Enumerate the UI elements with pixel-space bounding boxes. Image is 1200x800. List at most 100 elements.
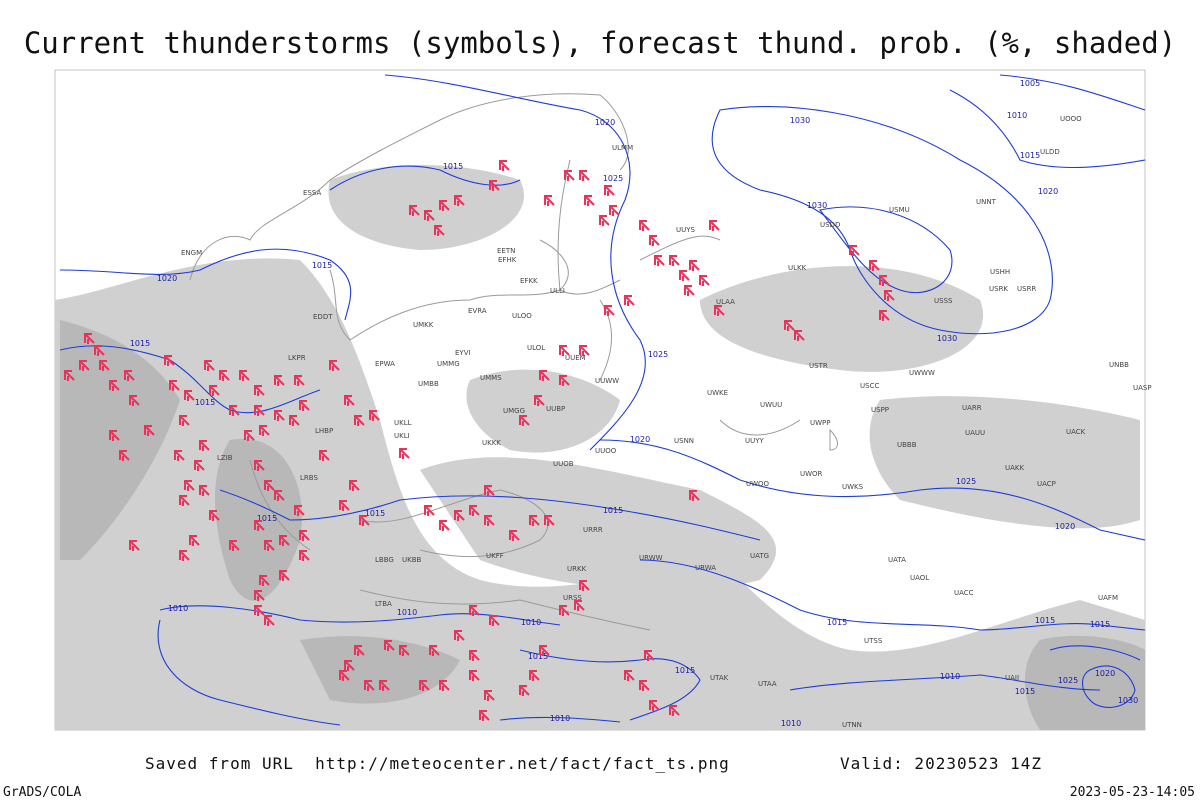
thunderstorm-symbol	[484, 485, 495, 496]
thunderstorm-symbol	[384, 640, 395, 651]
station-label: EPWA	[375, 360, 395, 368]
station-label: ULMM	[612, 144, 633, 152]
thunderstorm-symbol	[469, 505, 480, 516]
station-label: UASP	[1133, 384, 1152, 392]
thunderstorm-symbol	[279, 535, 290, 546]
thunderstorm-symbol	[64, 370, 75, 381]
thunderstorm-symbol	[199, 440, 210, 451]
station-label: UARR	[962, 404, 982, 412]
isobar-label: 1025	[956, 477, 976, 486]
thunderstorm-symbol	[669, 255, 680, 266]
station-label: ULAA	[716, 298, 735, 306]
title: Current thunderstorms (symbols), forecas…	[24, 26, 1176, 60]
station-label: URKK	[567, 565, 587, 573]
thunderstorm-symbol	[254, 385, 265, 396]
station-label: UUWW	[595, 377, 619, 385]
thunderstorm-symbol	[469, 670, 480, 681]
thunderstorm-symbol	[669, 705, 680, 716]
thunderstorm-symbol	[399, 448, 410, 459]
thunderstorm-symbol	[254, 520, 265, 531]
thunderstorm-symbol	[639, 220, 650, 231]
station-label: UAFM	[1098, 594, 1118, 602]
isobar-label: 1030	[790, 116, 810, 125]
isobars	[59, 74, 1146, 726]
station-label: UTSS	[864, 637, 883, 645]
thunderstorm-symbol	[879, 275, 890, 286]
station-label: EFKK	[520, 277, 538, 285]
thunderstorm-symbol	[294, 505, 305, 516]
thunderstorm-symbol	[279, 570, 290, 581]
thunderstorm-symbol	[329, 360, 340, 371]
thunderstorm-symbol	[454, 630, 465, 641]
thunderstorm-symbol	[879, 310, 890, 321]
station-label: USTR	[809, 362, 828, 370]
thunderstorm-symbol	[364, 680, 375, 691]
thunderstorm-symbol	[349, 480, 360, 491]
station-label: UUBP	[546, 405, 565, 413]
thunderstorm-symbol	[264, 615, 275, 626]
isobar-label: 1020	[157, 274, 177, 283]
isobar-label: 1030	[1118, 696, 1138, 705]
thunderstorm-symbol	[439, 680, 450, 691]
thunderstorm-symbol	[489, 615, 500, 626]
station-label: UWKE	[707, 389, 728, 397]
thunderstorm-symbol	[254, 590, 265, 601]
isobar-label: 1015	[675, 666, 695, 675]
station-label: UKLI	[394, 432, 410, 440]
isobar-label: 1005	[1020, 79, 1040, 88]
thunderstorm-symbol	[564, 170, 575, 181]
thunderstorm-symbol	[529, 670, 540, 681]
thunderstorm-symbol	[604, 185, 615, 196]
thunderstorm-symbol	[869, 260, 880, 271]
thunderstorm-symbol	[639, 680, 650, 691]
thunderstorm-symbol	[299, 550, 310, 561]
thunderstorm-symbol	[794, 330, 805, 341]
thunderstorm-symbol	[539, 645, 550, 656]
thunderstorm-symbol	[784, 320, 795, 331]
thunderstorm-symbol	[254, 405, 265, 416]
thunderstorm-symbol	[259, 425, 270, 436]
thunderstorm-symbol	[434, 225, 445, 236]
thunderstorm-symbol	[509, 530, 520, 541]
thunderstorm-symbol	[689, 490, 700, 501]
isobar-label: 1010	[168, 604, 188, 613]
thunderstorm-symbol	[174, 450, 185, 461]
thunderstorm-symbols	[64, 160, 895, 721]
thunderstorm-symbol	[454, 510, 465, 521]
station-label: UOOO	[1060, 115, 1082, 123]
station-label: USDD	[820, 221, 840, 229]
thunderstorm-symbol	[439, 520, 450, 531]
isobar-label: 1015	[603, 506, 623, 515]
station-label: ULOO	[512, 312, 532, 320]
station-label: UWOO	[746, 480, 770, 488]
station-label: UUYS	[676, 226, 696, 234]
thunderstorm-symbol	[469, 650, 480, 661]
thunderstorm-symbol	[714, 305, 725, 316]
isobar-label: 1025	[1058, 676, 1078, 685]
station-label: ULOL	[527, 344, 545, 352]
thunderstorm-symbol	[499, 160, 510, 171]
thunderstorm-symbol	[579, 580, 590, 591]
station-label: UTNN	[842, 721, 862, 729]
thunderstorm-symbol	[229, 540, 240, 551]
station-label: UWWW	[909, 369, 935, 377]
isobar-label: 1010	[550, 714, 570, 723]
thunderstorm-symbol	[204, 360, 215, 371]
thunderstorm-symbol	[354, 645, 365, 656]
thunderstorm-symbol	[369, 410, 380, 421]
isobar-label: 1030	[807, 201, 827, 210]
thunderstorm-symbol	[539, 370, 550, 381]
thunderstorm-symbol	[129, 540, 140, 551]
thunderstorm-symbol	[454, 195, 465, 206]
coastlines	[189, 93, 838, 631]
isobar-label: 1020	[1038, 187, 1058, 196]
thunderstorm-symbol	[544, 515, 555, 526]
station-label: UACK	[1066, 428, 1086, 436]
thunderstorm-symbol	[144, 425, 155, 436]
isobar-label: 1015	[130, 339, 150, 348]
station-label: UBBB	[897, 441, 917, 449]
thunderstorm-symbol	[339, 670, 350, 681]
station-label: UUYY	[745, 437, 765, 445]
thunderstorm-symbol	[124, 370, 135, 381]
thunderstorm-symbol	[109, 430, 120, 441]
